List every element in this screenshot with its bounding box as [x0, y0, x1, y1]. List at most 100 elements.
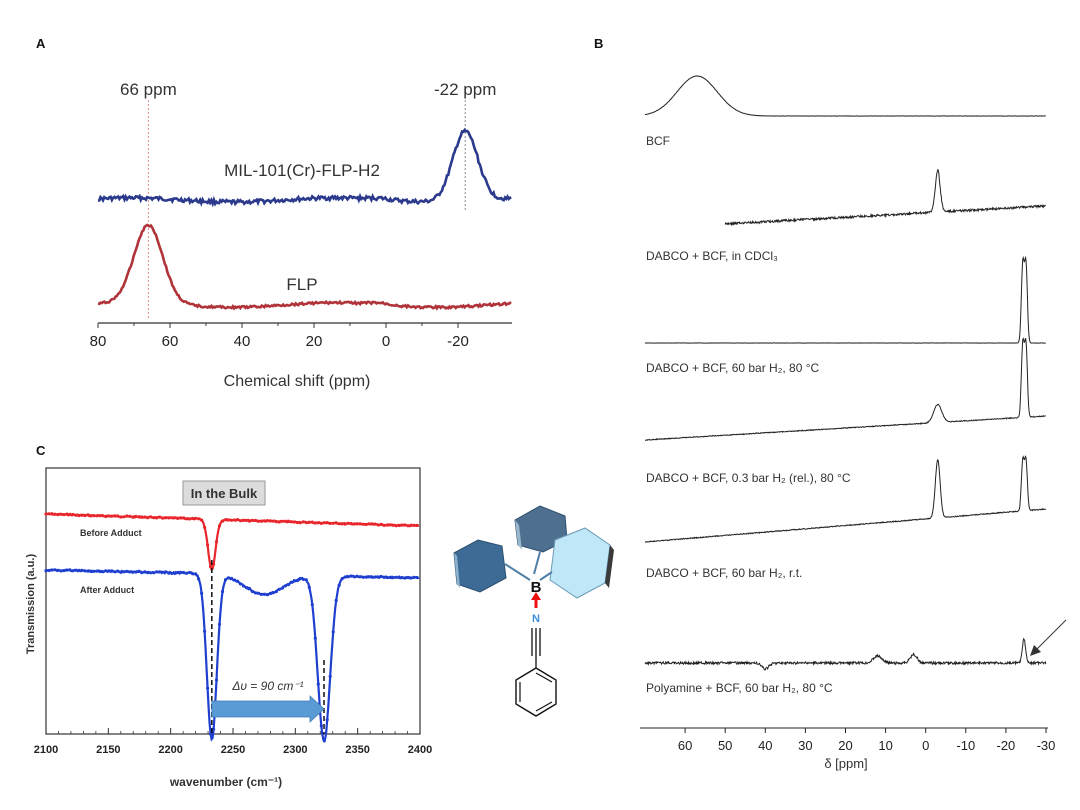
panel-c-point — [56, 513, 60, 517]
panel-c-point — [128, 570, 132, 574]
panel-b-trace — [644, 637, 1047, 671]
panel-c-point — [134, 514, 138, 518]
panel-c-point — [74, 513, 78, 517]
panel-c-point — [379, 574, 383, 579]
panel-b-trace-label: DABCO + BCF, 0.3 bar H₂ (rel.), 80 °C — [646, 471, 851, 485]
panel-c-point — [206, 686, 210, 690]
panel-c-point — [292, 579, 296, 583]
panel-b-x-tick-label: 60 — [678, 738, 692, 753]
panel-c-shift-arrow — [211, 695, 325, 723]
panel-c-x-tick-label: 2400 — [408, 744, 432, 756]
panel-c-point — [259, 592, 263, 597]
panel-c-point — [286, 519, 290, 523]
panel-c-point — [376, 523, 380, 527]
panel-c-point — [298, 521, 302, 525]
panel-c-point — [343, 575, 347, 579]
panel-c-point — [182, 516, 186, 520]
panel-c-point — [310, 603, 314, 607]
panel-c-point — [382, 523, 386, 528]
panel-c-point — [328, 521, 332, 526]
panel-c-point — [307, 520, 311, 524]
panel-c-point — [50, 512, 54, 516]
panel-c-point — [385, 523, 389, 527]
panel-c-point — [209, 732, 213, 736]
molecule-ring-left-side — [454, 553, 460, 588]
panel-c-point — [98, 569, 102, 574]
panel-c-point — [68, 568, 72, 572]
panel-c-point — [352, 575, 356, 579]
panel-c-point — [113, 570, 117, 574]
panel-c-point — [86, 569, 90, 573]
panel-c-point — [277, 520, 281, 524]
molecule-ring-top-side — [515, 520, 522, 550]
panel-c-point — [161, 516, 165, 520]
panel-c-point — [203, 629, 207, 633]
panel-c-point — [397, 575, 401, 579]
panel-c-point — [244, 586, 249, 590]
panel-c-point — [140, 571, 144, 575]
panel-c-point — [77, 514, 81, 518]
panel-c-point — [122, 515, 126, 519]
panel-c-point — [134, 570, 138, 574]
panel-c-point — [194, 572, 198, 576]
panel-c-point — [367, 575, 371, 579]
panel-c-point — [226, 518, 231, 522]
panel-c-point — [355, 522, 359, 526]
panel-c-point — [223, 578, 228, 582]
panel-c-point — [164, 570, 168, 574]
panel-c-point — [80, 513, 84, 517]
panel-c-point — [328, 674, 332, 678]
panel-c-inset-label: In the Bulk — [191, 486, 258, 501]
panel-c-point — [274, 520, 278, 524]
panel-c-point — [256, 519, 260, 523]
panel-b-trace-label: Polyamine + BCF, 60 bar H₂, 80 °C — [646, 681, 833, 695]
panel-c-point — [176, 570, 180, 575]
molecule-boron-label: B — [531, 579, 542, 596]
panel-c-point — [331, 630, 335, 634]
panel-c-point — [191, 572, 195, 576]
panel-c-point — [122, 570, 126, 574]
panel-c-point — [313, 521, 317, 525]
panel-c-trace — [45, 512, 420, 572]
molecule-schematic: B N — [453, 505, 614, 717]
panel-c-point — [200, 518, 204, 522]
panel-c-point — [412, 523, 416, 528]
panel-c-point — [361, 522, 365, 526]
panel-c-point — [125, 569, 129, 574]
panel-c-point — [256, 591, 260, 595]
panel-c-point — [364, 575, 368, 579]
panel-c-point — [283, 584, 287, 588]
panel-c-point — [238, 582, 243, 586]
panel-c-point — [83, 514, 87, 518]
panel-a-letter: A — [36, 36, 46, 51]
panel-c-point — [349, 522, 353, 526]
panel-c-point — [119, 570, 123, 574]
panel-c-point — [361, 575, 365, 579]
panel-c-point — [53, 568, 57, 572]
panel-c-point — [304, 578, 308, 582]
panel-c-point — [370, 575, 374, 579]
panel-c-point — [47, 512, 51, 516]
panel-a-x-tick-label: 60 — [162, 333, 179, 350]
panel-c-point — [235, 518, 240, 522]
panel-c-series-label-after: After Adduct — [80, 585, 134, 595]
panel-b-x-tick-label: 30 — [798, 738, 812, 753]
panel-c-point — [259, 519, 263, 523]
panel-c-point — [313, 636, 317, 640]
panel-a-x-tick-label: 20 — [306, 333, 323, 350]
panel-c-point — [152, 571, 156, 575]
panel-c-point — [44, 512, 48, 516]
panel-c-point — [409, 523, 413, 527]
panel-c-point — [101, 514, 105, 518]
panel-c-point — [346, 521, 350, 526]
panel-b-chart: BCF DABCO + BCF, in CDCl₃ DABCO + BCF, 60 … — [640, 75, 1067, 771]
panel-c-point — [164, 516, 168, 520]
panel-c-point — [113, 514, 117, 518]
panel-c-point — [194, 516, 198, 520]
panel-c-point — [391, 576, 395, 580]
panel-a-series-flp — [97, 223, 512, 311]
panel-b-trace — [724, 169, 1047, 227]
panel-c-point — [382, 575, 386, 580]
panel-b-trace-label: DABCO + BCF, 60 bar H₂, 80 °C — [646, 361, 820, 375]
panel-c-point — [322, 521, 326, 525]
